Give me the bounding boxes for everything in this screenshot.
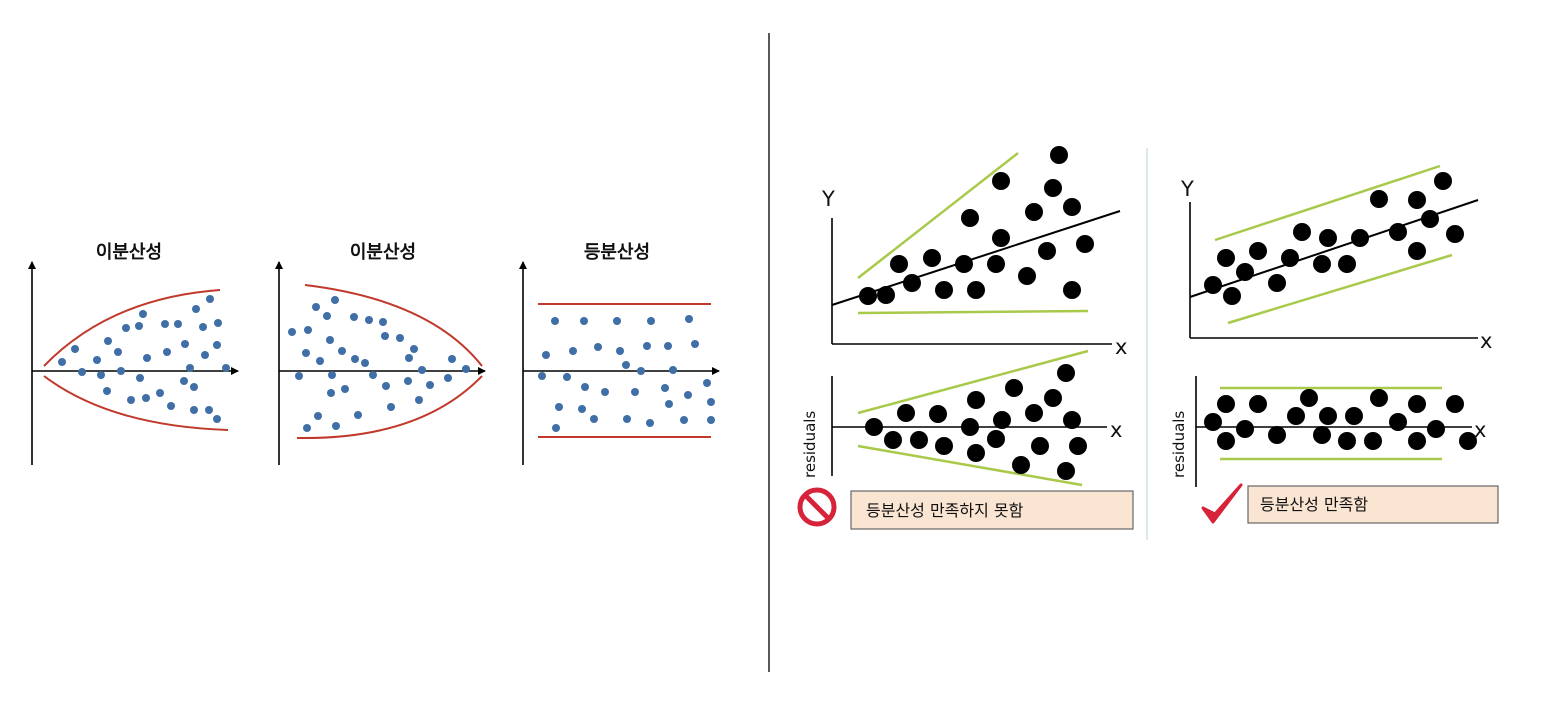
- checkmark-icon: [1201, 483, 1243, 524]
- data-points: [859, 146, 1094, 305]
- y-axis-label: Y: [821, 187, 835, 211]
- right-panel-2: Y x residuals x: [1170, 164, 1499, 524]
- verdict-box: [1247, 485, 1499, 524]
- lower-band-line: [1227, 253, 1453, 325]
- right-panel-1: Y x residuals x: [797, 146, 1134, 530]
- data-points: [865, 364, 1087, 480]
- scatter-plot: Y x: [1180, 164, 1492, 353]
- x-axis-label: x: [1115, 335, 1127, 359]
- data-points: [288, 296, 470, 432]
- upper-band-line: [857, 349, 1089, 415]
- panel-title: 이분산성: [96, 242, 162, 263]
- y-axis-label: Y: [1180, 177, 1194, 201]
- verdict-text: 등분산성 만족하지 못함: [866, 501, 1024, 520]
- panel-title: 등분산성: [584, 242, 650, 263]
- panel-title: 이분산성: [350, 242, 416, 263]
- verdict-satisfied: 등분산성 만족함: [1201, 483, 1499, 524]
- lower-boundary: [296, 375, 483, 440]
- upper-band-line: [857, 152, 1019, 279]
- verdict-not-satisfied: 등분산성 만족하지 못함: [797, 487, 1134, 530]
- x-axis-label: x: [1480, 329, 1492, 353]
- upper-band-line: [1214, 164, 1441, 242]
- upper-boundary: [304, 284, 483, 367]
- y-axis-label: residuals: [801, 411, 819, 478]
- x-axis-label: x: [1110, 418, 1122, 442]
- prohibited-icon: [797, 487, 837, 527]
- data-points: [1204, 172, 1464, 305]
- lower-boundary: [43, 375, 229, 431]
- left-panel-3: 등분산성: [519, 242, 720, 465]
- data-points: [58, 295, 230, 423]
- scatter-plot: Y x: [821, 146, 1127, 359]
- verdict-box: [850, 490, 1134, 530]
- verdict-text: 등분산성 만족함: [1260, 495, 1368, 514]
- data-points: [1204, 389, 1477, 450]
- data-points: [538, 315, 715, 432]
- x-axis-label: x: [1474, 418, 1486, 442]
- left-panel-1: 이분산성: [28, 242, 239, 465]
- left-panel-2: 이분산성: [275, 242, 486, 465]
- upper-boundary: [43, 289, 221, 367]
- residual-plot: residuals x: [1170, 376, 1486, 487]
- y-axis-label: residuals: [1170, 411, 1188, 478]
- lower-band-line: [857, 444, 1083, 487]
- lower-band-line: [857, 309, 1089, 315]
- residual-plot: residuals x: [801, 349, 1122, 487]
